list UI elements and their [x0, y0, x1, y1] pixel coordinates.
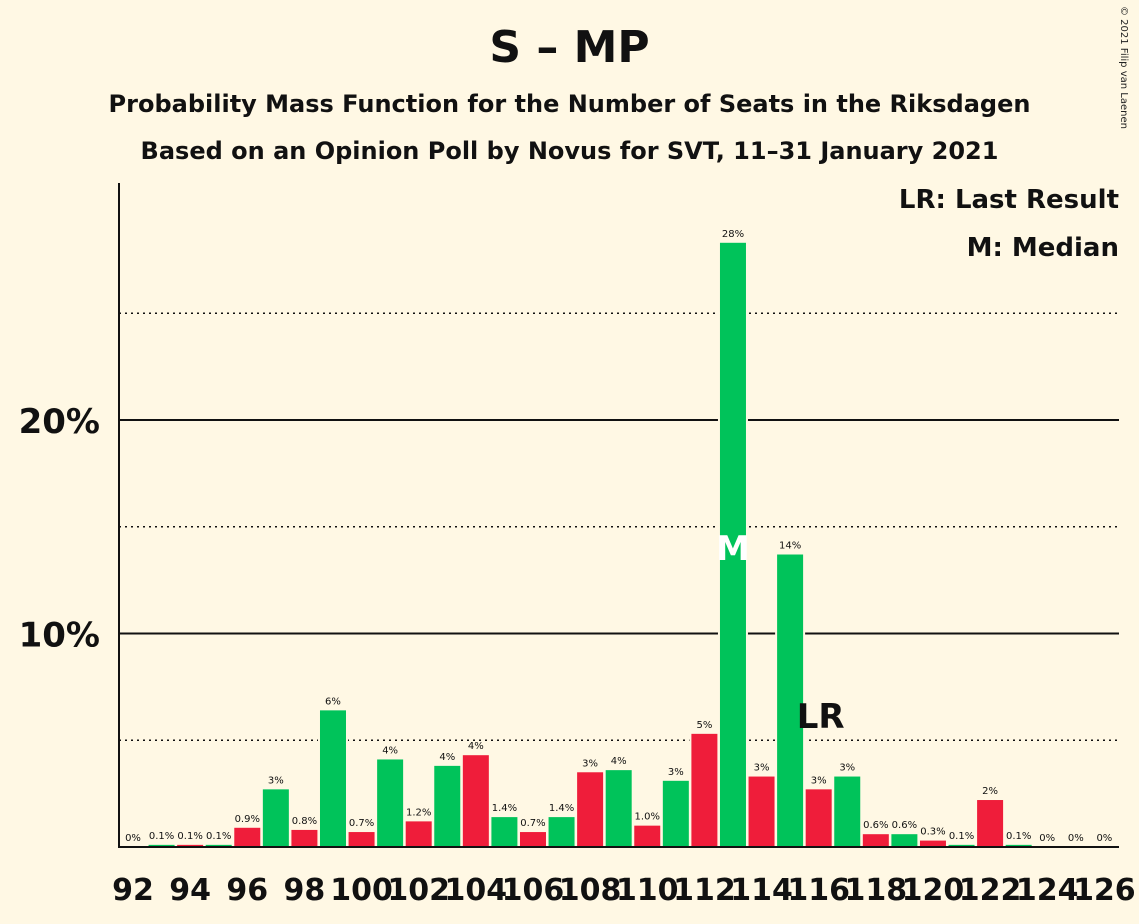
- bar-value-label: 0%: [1039, 833, 1055, 844]
- bar-99: [319, 710, 346, 847]
- x-tick-label: 104: [445, 873, 508, 908]
- bar-value-label: 3%: [268, 775, 284, 786]
- bar-value-label: 3%: [668, 767, 684, 778]
- bar-107: [548, 817, 575, 847]
- bar-value-label: 0.1%: [949, 831, 974, 842]
- bar-value-label: 5%: [696, 720, 712, 731]
- median-marker: M: [716, 529, 750, 569]
- bar-value-label: 0.9%: [235, 814, 260, 825]
- bar-value-label: 3%: [754, 763, 770, 774]
- bar-121: [948, 844, 975, 847]
- bar-value-label: 4%: [468, 741, 484, 752]
- x-tick-label: 124: [1016, 873, 1079, 908]
- bar-value-label: 0%: [125, 833, 141, 844]
- chart-subtitle: Probability Mass Function for the Number…: [108, 90, 1031, 118]
- bar-value-label: 0.6%: [863, 820, 888, 831]
- bar-value-label: 2%: [982, 786, 998, 797]
- bar-value-label: 1.4%: [549, 803, 574, 814]
- bar-97: [262, 789, 289, 847]
- bar-103: [434, 765, 461, 847]
- bar-120: [919, 840, 946, 847]
- bar-value-label: 14%: [779, 541, 801, 552]
- bar-95: [205, 844, 232, 847]
- bar-value-label: 0.1%: [1006, 831, 1031, 842]
- bar-value-label: 4%: [382, 745, 398, 756]
- bar-112: [691, 733, 718, 847]
- bar-value-label: 1.2%: [406, 807, 431, 818]
- bar-98: [291, 829, 318, 847]
- bar-101: [377, 759, 404, 847]
- bar-102: [405, 821, 432, 847]
- bar-119: [891, 834, 918, 847]
- bar-93: [148, 844, 175, 847]
- bar-value-label: 0.1%: [177, 831, 202, 842]
- x-tick-label: 110: [616, 873, 679, 908]
- bar-value-label: 3%: [839, 763, 855, 774]
- bar-117: [834, 776, 861, 847]
- bar-108: [577, 772, 604, 847]
- x-tick-label: 122: [959, 873, 1022, 908]
- last-result-marker: LR: [797, 697, 845, 737]
- x-tick-label: 112: [673, 873, 736, 908]
- bar-105: [491, 817, 518, 847]
- bar-value-label: 3%: [811, 775, 827, 786]
- bar-value-label: 0.8%: [292, 816, 317, 827]
- bar-110: [634, 825, 661, 847]
- chart-title: S – MP: [489, 22, 650, 73]
- bar-value-label: 0%: [1068, 833, 1084, 844]
- bar-value-label: 0.7%: [349, 818, 374, 829]
- bar-value-label: 0.6%: [892, 820, 917, 831]
- x-tick-label: 108: [559, 873, 622, 908]
- bar-value-label: 4%: [611, 756, 627, 767]
- legend-last-result: LR: Last Result: [898, 185, 1119, 215]
- bar-113: [719, 242, 746, 848]
- x-tick-label: 126: [1073, 873, 1136, 908]
- bar-value-label: 3%: [582, 758, 598, 769]
- bar-123: [1005, 844, 1032, 847]
- bar-94: [177, 844, 204, 847]
- bar-value-label: 6%: [325, 696, 341, 707]
- bar-value-label: 0%: [1096, 833, 1112, 844]
- x-tick-label: 94: [169, 873, 211, 908]
- x-tick-label: 96: [226, 873, 268, 908]
- bar-value-label: 4%: [439, 752, 455, 763]
- x-tick-label: 120: [902, 873, 965, 908]
- bar-value-label: 0.1%: [206, 831, 231, 842]
- bar-109: [605, 770, 632, 847]
- bar-value-label: 0.1%: [149, 831, 174, 842]
- x-tick-label: 118: [845, 873, 908, 908]
- bar-value-label: 28%: [722, 229, 744, 240]
- chart-source: Based on an Opinion Poll by Novus for SV…: [140, 137, 999, 165]
- x-tick-label: 114: [730, 873, 793, 908]
- bar-118: [862, 834, 889, 847]
- y-tick-label: 10%: [19, 616, 100, 656]
- bar-106: [519, 832, 546, 847]
- x-tick-label: 92: [112, 873, 154, 908]
- bar-value-label: 0.3%: [920, 827, 945, 838]
- x-tick-label: 102: [387, 873, 450, 908]
- bar-value-label: 0.7%: [520, 818, 545, 829]
- x-tick-label: 106: [502, 873, 565, 908]
- x-tick-label: 98: [284, 873, 326, 908]
- bar-104: [462, 755, 489, 847]
- y-tick-label: 20%: [19, 402, 100, 442]
- bar-100: [348, 832, 375, 847]
- bar-value-label: 1.4%: [492, 803, 517, 814]
- bar-114: [748, 776, 775, 847]
- x-tick-label: 100: [330, 873, 393, 908]
- bar-96: [234, 827, 261, 847]
- bar-115: [777, 554, 804, 847]
- legend-median: M: Median: [966, 233, 1119, 263]
- x-tick-label: 116: [787, 873, 850, 908]
- bar-111: [662, 780, 689, 847]
- bar-116: [805, 789, 832, 847]
- bar-122: [977, 800, 1004, 847]
- bar-value-label: 1.0%: [635, 812, 660, 823]
